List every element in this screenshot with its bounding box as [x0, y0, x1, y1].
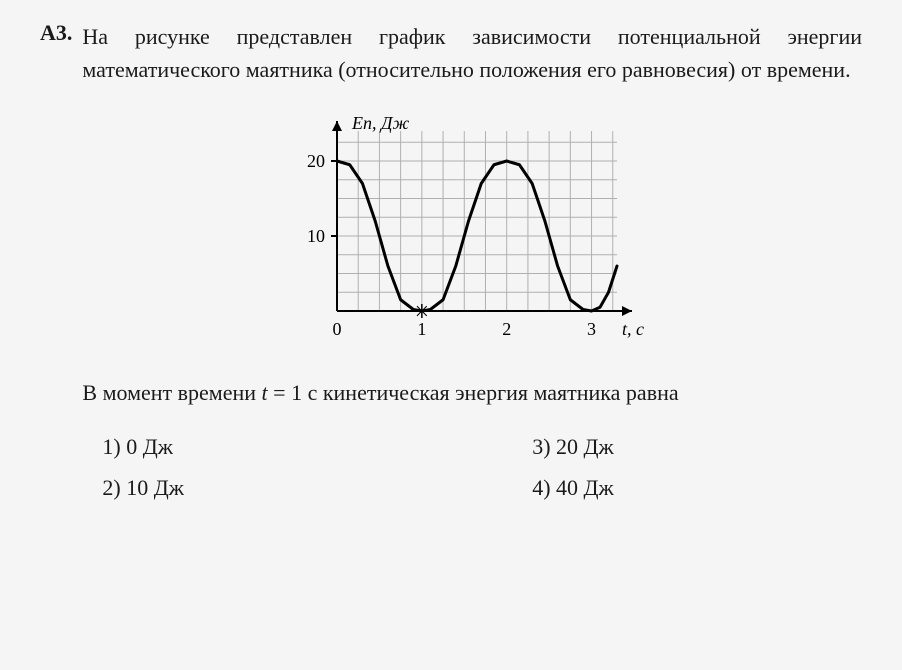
svg-text:3: 3 — [587, 319, 596, 339]
question-text: В момент времени t = 1 с кинетическая эн… — [82, 376, 862, 409]
problem-content: На рисунке представлен график зависимост… — [82, 20, 862, 501]
svg-text:1: 1 — [418, 319, 427, 339]
svg-text:t, с: t, с — [622, 319, 644, 339]
svg-text:10: 10 — [307, 226, 325, 246]
svg-text:20: 20 — [307, 151, 325, 171]
svg-text:Eп, Дж: Eп, Дж — [351, 113, 409, 133]
energy-chart: 10 20 0 1 2 3 Eп, Дж t, с — [287, 111, 657, 341]
option-2[interactable]: 2) 10 Дж — [102, 475, 432, 501]
option-1[interactable]: 1) 0 Дж — [102, 434, 432, 460]
problem-container: А3. На рисунке представлен график зависи… — [40, 20, 862, 501]
answer-options: 1) 0 Дж 3) 20 Дж 2) 10 Дж 4) 40 Дж — [82, 434, 862, 501]
svg-text:0: 0 — [333, 319, 342, 339]
chart-container: 10 20 0 1 2 3 Eп, Дж t, с — [82, 111, 862, 346]
problem-number: А3. — [40, 20, 72, 46]
svg-text:2: 2 — [502, 319, 511, 339]
problem-statement: На рисунке представлен график зависимост… — [82, 20, 862, 86]
option-3[interactable]: 3) 20 Дж — [532, 434, 862, 460]
option-4[interactable]: 4) 40 Дж — [532, 475, 862, 501]
question-prefix: В момент времени — [82, 380, 261, 405]
question-mid: = 1 с кинетическая энергия маятника равн… — [268, 380, 679, 405]
chart-wrapper: 10 20 0 1 2 3 Eп, Дж t, с — [287, 111, 657, 346]
